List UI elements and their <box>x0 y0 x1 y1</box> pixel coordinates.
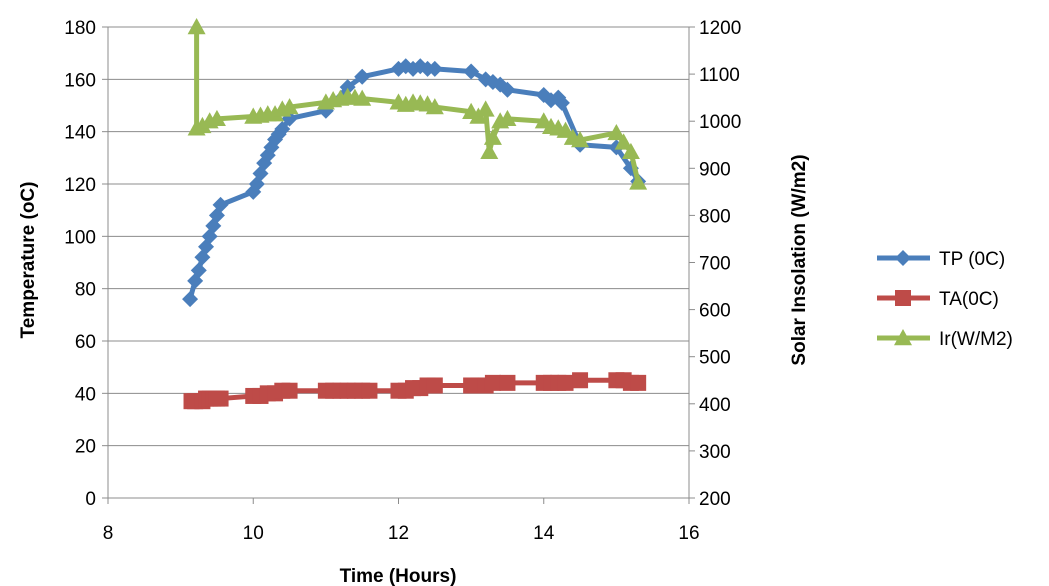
y2-tick-label: 700 <box>699 254 731 275</box>
tp-point <box>499 81 516 98</box>
tick-labels: 0 20 40 60 80 100 120 140 160 180 200 300 400 500 600 7… <box>64 18 741 544</box>
legend-marker <box>895 250 911 266</box>
y2-tick-label: 1200 <box>699 18 741 39</box>
ta-point <box>212 390 229 407</box>
legend-marker <box>895 290 911 306</box>
y-tick-label: 160 <box>64 70 96 91</box>
ir-point <box>353 89 372 106</box>
ir-point <box>280 98 299 115</box>
tp-series-line-group <box>182 58 647 308</box>
y-axis-title: Temperature (oC) <box>18 182 39 339</box>
y2-tick-label: 800 <box>699 206 731 227</box>
tp-point <box>212 196 229 213</box>
y-tick-label: 0 <box>85 489 96 510</box>
ir-point <box>193 116 212 134</box>
legend-label: TP (0C) <box>939 249 1005 270</box>
legend: TP (0C) TA(0C) Ir(W/M2) <box>877 249 1013 350</box>
ir-point <box>187 18 206 35</box>
ir-point <box>483 128 502 145</box>
x-tick-label: 14 <box>533 523 555 544</box>
legend-label: Ir(W/M2) <box>939 329 1013 350</box>
y2-tick-label: 1100 <box>699 65 740 86</box>
y-tick-label: 180 <box>64 18 96 39</box>
x-tick-label: 10 <box>243 523 264 544</box>
ir-point <box>614 133 633 150</box>
tp-point <box>463 63 480 80</box>
y2-tick-label: 900 <box>699 159 731 180</box>
tp-point <box>354 68 371 85</box>
x-tick-label: 16 <box>678 523 699 544</box>
y-tick-label: 100 <box>64 227 96 248</box>
y2-tick-label: 600 <box>699 301 731 322</box>
ta-point <box>499 374 516 391</box>
y-tick-label: 80 <box>75 280 96 301</box>
ir-point <box>476 100 495 117</box>
tp-point <box>190 262 207 279</box>
ir-point <box>607 123 626 141</box>
y2-axis-title: Solar Insolation (W/m2) <box>789 154 810 365</box>
y2-tick-label: 500 <box>699 348 731 369</box>
ir-point <box>425 98 444 115</box>
y-tick-label: 60 <box>75 332 96 353</box>
ir-point <box>480 142 499 160</box>
y-tick-label: 20 <box>75 437 96 458</box>
ta-point <box>484 374 501 391</box>
x-axis-title: Time (Hours) <box>340 566 457 586</box>
ir-point <box>498 109 517 127</box>
y2-tick-label: 400 <box>699 395 731 416</box>
ta-point <box>572 372 589 389</box>
ta-point <box>426 377 443 394</box>
ta-point <box>557 374 574 391</box>
axes <box>102 26 695 504</box>
ta-point <box>630 374 647 391</box>
series-layer <box>182 18 648 410</box>
y-tick-label: 40 <box>75 384 96 405</box>
ta-series-line-group <box>183 372 647 410</box>
ta-point <box>281 382 298 399</box>
tp-point <box>274 121 291 138</box>
ir-point <box>571 131 590 148</box>
legend-marker <box>894 329 912 346</box>
legend-item: TP (0C) <box>877 249 1005 270</box>
legend-item: Ir(W/M2) <box>877 329 1013 350</box>
y2-tick-label: 1000 <box>699 112 741 133</box>
x-tick-label: 8 <box>103 523 114 544</box>
ir-series-line-group <box>187 18 648 190</box>
x-tick-label: 12 <box>388 523 409 544</box>
legend-item: TA(0C) <box>877 289 999 310</box>
tp-point <box>182 291 199 308</box>
y2-tick-label: 300 <box>699 442 731 463</box>
tp-point <box>426 60 443 77</box>
tp-point <box>339 79 356 96</box>
ta-point <box>361 382 378 399</box>
legend-label: TA(0C) <box>939 289 999 310</box>
tp-point <box>553 94 570 111</box>
y-tick-label: 120 <box>64 175 96 196</box>
y2-tick-label: 200 <box>699 489 731 510</box>
ir-point <box>207 109 226 127</box>
ir-point <box>266 105 285 122</box>
ir-point <box>621 142 640 160</box>
y-tick-label: 140 <box>64 123 96 144</box>
ir-point <box>629 173 648 190</box>
